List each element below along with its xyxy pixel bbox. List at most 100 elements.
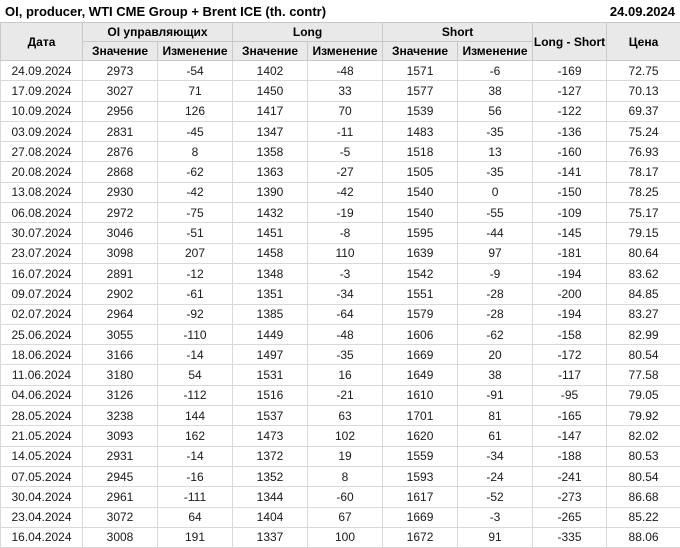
col-header-price: Цена [606, 22, 680, 61]
col-group-oi: OI управляющих [81, 22, 234, 42]
date-cell: 03.09.2024 [0, 120, 83, 143]
oi-value-cell: 2973 [82, 59, 158, 82]
long-change-cell: -48 [307, 59, 384, 82]
col-subheader-oi-value: Значение [82, 41, 158, 61]
price-cell: 82.02 [606, 425, 680, 447]
short-change-cell: -91 [457, 384, 534, 407]
table-row: 14.05.2024 2931 -14 1372 19 1559 -34 -188 80.53 [0, 445, 680, 467]
short-change-cell: -52 [457, 486, 534, 508]
short-change-cell: 38 [457, 80, 534, 102]
short-value-cell: 1540 [382, 181, 459, 204]
price-cell: 72.75 [606, 59, 680, 82]
oi-value-cell: 2930 [82, 181, 158, 204]
long-short-cell: -109 [532, 202, 608, 224]
short-value-cell: 1559 [382, 445, 459, 467]
short-change-cell: -28 [457, 303, 534, 325]
col-group-long: Long [232, 22, 384, 42]
oi-value-cell: 3072 [82, 506, 158, 528]
short-value-cell: 1579 [382, 303, 459, 325]
long-short-cell: -200 [532, 283, 608, 305]
date-cell: 24.09.2024 [0, 59, 83, 82]
price-cell: 80.64 [606, 242, 680, 264]
oi-value-cell: 2956 [82, 100, 158, 122]
long-short-cell: -150 [532, 181, 608, 204]
oi-value-cell: 3126 [82, 384, 158, 407]
short-value-cell: 1701 [382, 405, 459, 427]
short-value-cell: 1518 [382, 141, 459, 163]
date-cell: 30.07.2024 [0, 222, 83, 244]
date-cell: 30.04.2024 [0, 486, 83, 508]
long-value-cell: 1516 [232, 384, 309, 407]
short-value-cell: 1542 [382, 262, 459, 285]
long-short-cell: -165 [532, 405, 608, 427]
price-cell: 70.13 [606, 80, 680, 102]
short-change-cell: 13 [457, 141, 534, 163]
long-short-cell: -194 [532, 262, 608, 285]
oi-change-cell: -111 [156, 486, 234, 508]
short-change-cell: -34 [457, 445, 534, 467]
oi-value-cell: 3180 [82, 364, 158, 386]
oi-change-cell: -12 [156, 262, 234, 285]
long-short-cell: -194 [532, 303, 608, 325]
table-row: 17.09.2024 3027 71 1450 33 1577 38 -127 70.13 [0, 80, 680, 102]
long-change-cell: -27 [307, 161, 384, 183]
price-cell: 83.62 [606, 262, 680, 285]
date-cell: 09.07.2024 [0, 283, 83, 305]
short-change-cell: -28 [457, 283, 534, 305]
long-short-cell: -122 [532, 100, 608, 122]
short-value-cell: 1551 [382, 283, 459, 305]
col-subheader-long-change: Изменение [307, 41, 384, 61]
long-short-cell: -335 [532, 526, 608, 548]
oi-value-cell: 2876 [82, 141, 158, 163]
oi-change-cell: -14 [156, 344, 234, 366]
table-row: 16.07.2024 2891 -12 1348 -3 1542 -9 -194 83.62 [0, 262, 680, 285]
date-cell: 21.05.2024 [0, 425, 83, 447]
short-value-cell: 1649 [382, 364, 459, 386]
price-cell: 82.99 [606, 323, 680, 346]
short-value-cell: 1620 [382, 425, 459, 447]
short-change-cell: -35 [457, 161, 534, 183]
long-short-cell: -95 [532, 384, 608, 407]
short-change-cell: 61 [457, 425, 534, 447]
price-cell: 79.15 [606, 222, 680, 244]
oi-change-cell: -62 [156, 161, 234, 183]
oi-table: Дата OI управляющих Long Short Long - Sh… [0, 22, 680, 548]
long-change-cell: -5 [307, 141, 384, 163]
oi-value-cell: 3238 [82, 405, 158, 427]
long-value-cell: 1402 [232, 59, 309, 82]
date-cell: 16.07.2024 [0, 262, 83, 285]
titlebar: OI, producer, WTI CME Group + Brent ICE … [0, 0, 680, 22]
long-change-cell: -21 [307, 384, 384, 407]
oi-change-cell: 54 [156, 364, 234, 386]
short-value-cell: 1639 [382, 242, 459, 264]
short-change-cell: 56 [457, 100, 534, 122]
col-header-date: Дата [0, 22, 83, 61]
long-change-cell: -35 [307, 344, 384, 366]
short-change-cell: -24 [457, 465, 534, 488]
oi-value-cell: 2891 [82, 262, 158, 285]
long-value-cell: 1497 [232, 344, 309, 366]
oi-change-cell: -92 [156, 303, 234, 325]
long-change-cell: -64 [307, 303, 384, 325]
price-cell: 79.05 [606, 384, 680, 407]
long-change-cell: 100 [307, 526, 384, 548]
short-change-cell: 20 [457, 344, 534, 366]
oi-change-cell: -45 [156, 120, 234, 143]
long-change-cell: 33 [307, 80, 384, 102]
date-cell: 23.07.2024 [0, 242, 83, 264]
price-cell: 80.54 [606, 465, 680, 488]
short-change-cell: -55 [457, 202, 534, 224]
short-value-cell: 1483 [382, 120, 459, 143]
oi-value-cell: 3055 [82, 323, 158, 346]
long-change-cell: 8 [307, 465, 384, 488]
oi-change-cell: -16 [156, 465, 234, 488]
long-change-cell: 16 [307, 364, 384, 386]
oi-change-cell: 126 [156, 100, 234, 122]
date-cell: 28.05.2024 [0, 405, 83, 427]
oi-value-cell: 3166 [82, 344, 158, 366]
long-change-cell: 63 [307, 405, 384, 427]
price-cell: 77.58 [606, 364, 680, 386]
short-change-cell: -3 [457, 506, 534, 528]
table-row: 16.04.2024 3008 191 1337 100 1672 91 -335 88.06 [0, 526, 680, 548]
